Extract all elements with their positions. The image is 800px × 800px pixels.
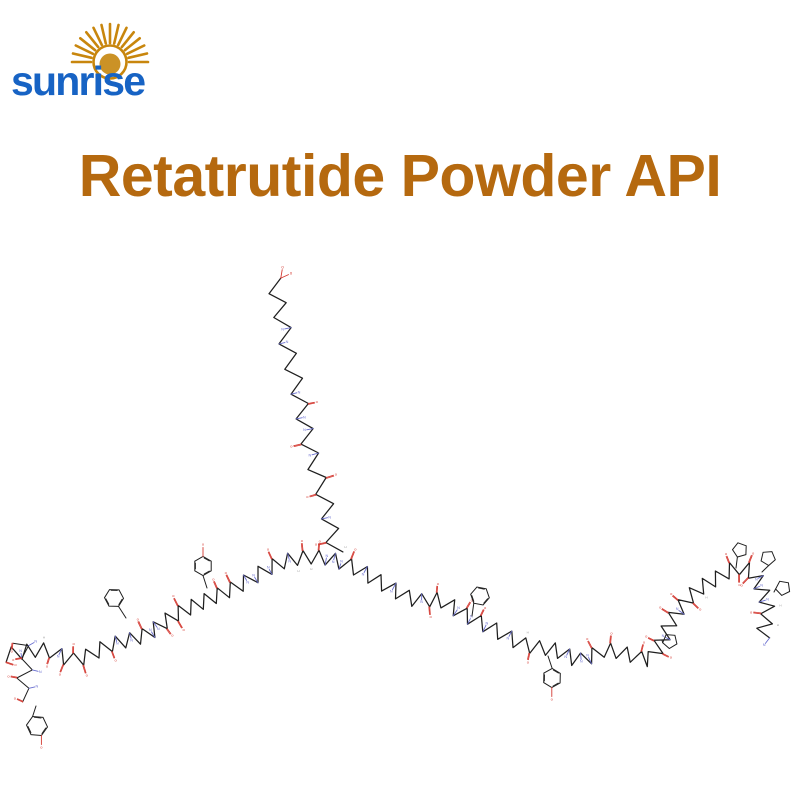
svg-text:o: o bbox=[225, 570, 228, 575]
svg-text:H: H bbox=[310, 567, 312, 571]
svg-text:N: N bbox=[755, 577, 758, 581]
svg-text:N: N bbox=[116, 642, 119, 646]
svg-text:o: o bbox=[290, 443, 293, 448]
svg-text:o: o bbox=[14, 662, 17, 667]
svg-text:N: N bbox=[298, 390, 301, 394]
svg-text:N: N bbox=[763, 643, 766, 647]
svg-text:N: N bbox=[288, 560, 291, 564]
svg-text:o: o bbox=[659, 604, 662, 609]
svg-text:N: N bbox=[340, 560, 343, 564]
svg-text:N: N bbox=[760, 584, 763, 588]
svg-text:o: o bbox=[551, 697, 554, 702]
svg-text:H: H bbox=[297, 569, 299, 573]
svg-text:N: N bbox=[486, 621, 489, 625]
svg-text:N: N bbox=[586, 653, 589, 657]
svg-text:o: o bbox=[172, 593, 175, 598]
svg-text:N: N bbox=[246, 580, 249, 584]
svg-text:o: o bbox=[290, 271, 293, 276]
svg-text:o: o bbox=[643, 639, 646, 644]
svg-text:o: o bbox=[484, 605, 487, 610]
svg-text:H: H bbox=[527, 630, 529, 634]
svg-text:o: o bbox=[202, 542, 205, 547]
svg-text:N: N bbox=[362, 572, 365, 576]
svg-text:o: o bbox=[527, 659, 530, 664]
svg-text:o: o bbox=[725, 551, 728, 556]
svg-text:o: o bbox=[86, 672, 89, 677]
svg-text:o: o bbox=[316, 399, 319, 404]
svg-text:o: o bbox=[315, 541, 318, 546]
svg-text:o: o bbox=[301, 538, 304, 543]
svg-text:o: o bbox=[46, 663, 49, 668]
svg-text:N: N bbox=[57, 655, 60, 659]
svg-text:N: N bbox=[580, 660, 583, 664]
svg-text:N: N bbox=[309, 453, 312, 457]
svg-text:N: N bbox=[149, 628, 152, 632]
svg-text:N: N bbox=[252, 574, 255, 578]
svg-text:o: o bbox=[137, 616, 140, 621]
svg-text:N: N bbox=[303, 428, 306, 432]
svg-text:o: o bbox=[645, 633, 648, 638]
svg-text:N: N bbox=[507, 636, 510, 640]
svg-text:o: o bbox=[670, 591, 673, 596]
svg-text:N: N bbox=[19, 649, 22, 653]
svg-text:o: o bbox=[267, 547, 270, 552]
svg-text:o: o bbox=[586, 636, 589, 641]
svg-text:o: o bbox=[319, 538, 322, 543]
svg-text:N: N bbox=[564, 655, 567, 659]
svg-text:N: N bbox=[420, 600, 423, 604]
svg-text:N: N bbox=[390, 590, 393, 594]
svg-text:o: o bbox=[740, 582, 743, 587]
svg-text:o: o bbox=[171, 633, 174, 638]
svg-text:o: o bbox=[670, 655, 673, 660]
svg-text:N: N bbox=[36, 684, 39, 688]
svg-text:o: o bbox=[354, 547, 357, 552]
svg-text:N: N bbox=[157, 627, 160, 631]
svg-text:o: o bbox=[14, 695, 17, 700]
svg-text:o: o bbox=[59, 671, 62, 676]
svg-text:o: o bbox=[437, 581, 440, 586]
svg-text:o: o bbox=[429, 614, 432, 619]
svg-text:N: N bbox=[676, 607, 679, 611]
svg-text:N: N bbox=[267, 566, 270, 570]
svg-text:H: H bbox=[705, 596, 707, 600]
svg-text:o: o bbox=[335, 471, 338, 476]
svg-text:N: N bbox=[326, 554, 329, 558]
svg-text:o: o bbox=[182, 627, 185, 632]
svg-text:o: o bbox=[212, 576, 215, 581]
svg-text:o: o bbox=[40, 745, 43, 750]
svg-text:N: N bbox=[303, 415, 306, 419]
svg-text:N: N bbox=[281, 327, 284, 331]
svg-text:o: o bbox=[699, 607, 702, 612]
svg-text:H: H bbox=[43, 635, 45, 639]
svg-text:o: o bbox=[72, 641, 75, 646]
svg-text:N: N bbox=[39, 670, 42, 674]
svg-text:o: o bbox=[752, 550, 755, 555]
svg-text:N: N bbox=[130, 639, 133, 643]
svg-text:N: N bbox=[766, 598, 769, 602]
svg-text:o: o bbox=[306, 494, 309, 499]
svg-text:H: H bbox=[777, 623, 779, 627]
svg-text:o: o bbox=[281, 264, 284, 269]
svg-text:N: N bbox=[34, 640, 37, 644]
svg-text:N: N bbox=[328, 515, 331, 519]
svg-text:o: o bbox=[750, 610, 753, 615]
svg-text:N: N bbox=[457, 606, 460, 610]
svg-text:H: H bbox=[344, 545, 346, 549]
svg-text:o: o bbox=[610, 630, 613, 635]
svg-text:N: N bbox=[662, 634, 665, 638]
svg-text:o: o bbox=[7, 674, 10, 679]
svg-text:N: N bbox=[286, 340, 289, 344]
svg-text:H: H bbox=[779, 603, 781, 607]
svg-text:N: N bbox=[332, 560, 335, 564]
svg-text:o: o bbox=[114, 657, 117, 662]
